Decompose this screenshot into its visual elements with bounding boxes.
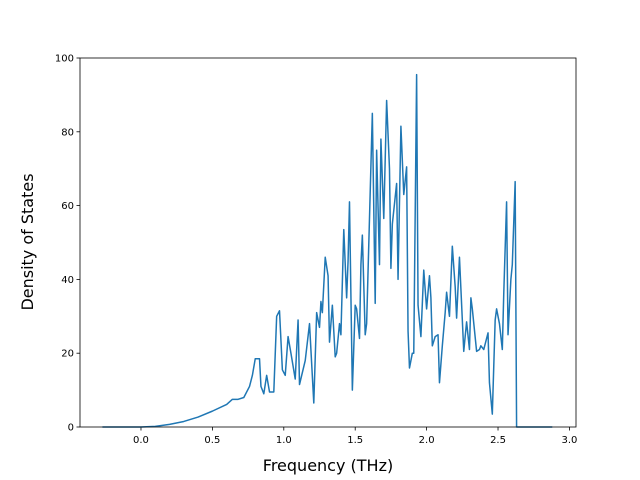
y-tick-label: 0 [68, 423, 74, 434]
x-tick-label: 0.5 [204, 435, 220, 446]
x-tick-label: 3.0 [561, 435, 577, 446]
y-tick-label: 100 [55, 54, 74, 65]
x-tick-label: 2.5 [490, 435, 506, 446]
x-tick-label: 1.5 [347, 435, 363, 446]
x-tick-label: 0.0 [133, 435, 149, 446]
axes-frame [79, 57, 577, 428]
x-axis-label: Frequency (THz) [263, 456, 393, 475]
y-tick-label: 60 [61, 201, 74, 212]
y-axis-label: Density of States [18, 173, 37, 310]
y-tick-label: 40 [61, 275, 74, 286]
x-tick-label: 1.0 [276, 435, 292, 446]
data-line [102, 73, 553, 428]
y-tick-label: 80 [61, 127, 74, 138]
y-tick-label: 20 [61, 349, 74, 360]
x-tick-label: 2.0 [419, 435, 435, 446]
